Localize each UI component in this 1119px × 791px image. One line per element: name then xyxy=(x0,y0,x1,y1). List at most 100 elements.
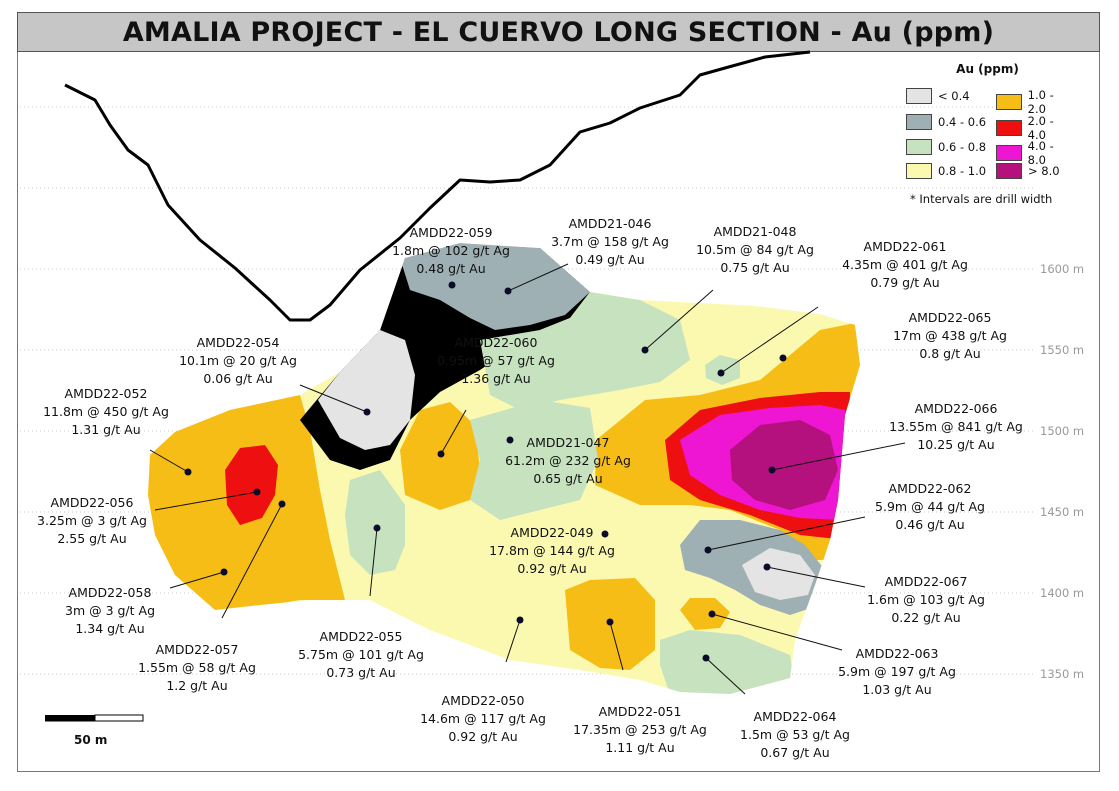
elevation-label: 1400 m xyxy=(1040,586,1085,600)
drill-hole-label: AMDD22-059 1.8m @ 102 g/t Ag 0.48 g/t Au xyxy=(392,224,510,278)
legend-item: < 0.4 xyxy=(906,88,970,104)
drill-hole-label: AMDD22-058 3m @ 3 g/t Ag 1.34 g/t Au xyxy=(65,584,155,638)
map-title: AMALIA PROJECT - EL CUERVO LONG SECTION … xyxy=(122,16,995,48)
hole-au: 10.25 g/t Au xyxy=(917,437,995,452)
drill-hole-dot xyxy=(437,450,445,458)
hole-au: 0.75 g/t Au xyxy=(720,260,790,275)
hole-id: AMDD22-057 xyxy=(155,642,239,657)
hole-interval: 5.9m @ 44 g/t Ag xyxy=(875,499,985,514)
drill-hole-label: AMDD22-054 10.1m @ 20 g/t Ag 0.06 g/t Au xyxy=(179,334,297,388)
hole-au: 0.79 g/t Au xyxy=(870,275,940,290)
legend-label: 0.6 - 0.8 xyxy=(938,140,987,154)
hole-interval: 1.55m @ 58 g/t Ag xyxy=(138,660,256,675)
hole-au: 0.06 g/t Au xyxy=(203,371,273,386)
leader-line xyxy=(505,619,521,663)
drill-hole-dot xyxy=(363,408,371,416)
hole-interval: 3.7m @ 158 g/t Ag xyxy=(551,234,669,249)
hole-id: AMDD21-046 xyxy=(568,216,652,231)
leader-line xyxy=(771,442,906,471)
hole-au: 2.55 g/t Au xyxy=(57,531,127,546)
elevation-label: 1600 m xyxy=(1040,262,1085,276)
hole-interval: 5.9m @ 197 g/t Ag xyxy=(838,664,956,679)
hole-id: AMDD22-060 xyxy=(454,335,538,350)
hole-id: AMDD22-054 xyxy=(196,335,280,350)
elevation-label: 1550 m xyxy=(1040,343,1085,357)
drill-hole-label: AMDD22-056 3.25m @ 3 g/t Ag 2.55 g/t Au xyxy=(37,494,147,548)
leader-line xyxy=(221,503,283,619)
hole-au: 1.31 g/t Au xyxy=(71,422,141,437)
hole-au: 0.65 g/t Au xyxy=(533,471,603,486)
hole-au: 0.67 g/t Au xyxy=(760,745,830,760)
drill-hole-markers xyxy=(149,263,906,695)
drill-hole-dot xyxy=(702,654,710,662)
leader-line xyxy=(644,289,714,351)
drill-hole-dot xyxy=(184,468,192,476)
hole-id: AMDD22-049 xyxy=(510,525,594,540)
drill-hole-dot xyxy=(601,530,609,538)
hole-interval: 1.6m @ 103 g/t Ag xyxy=(867,592,985,607)
hole-id: AMDD22-055 xyxy=(319,629,403,644)
drill-hole-label: AMDD21-047 61.2m @ 232 g/t Ag 0.65 g/t A… xyxy=(505,434,631,488)
drill-hole-dot xyxy=(708,610,716,618)
hole-au: 0.92 g/t Au xyxy=(448,729,518,744)
hole-id: AMDD22-066 xyxy=(914,401,998,416)
hole-au: 0.22 g/t Au xyxy=(891,610,961,625)
hole-interval: 17.8m @ 144 g/t Ag xyxy=(489,543,615,558)
hole-au: 0.46 g/t Au xyxy=(895,517,965,532)
hole-au: 1.2 g/t Au xyxy=(166,678,228,693)
hole-id: AMDD22-050 xyxy=(441,693,525,708)
legend-item: 0.6 - 0.8 xyxy=(906,139,986,155)
hole-id: AMDD22-059 xyxy=(409,225,493,240)
drill-hole-dot xyxy=(763,563,771,571)
hole-au: 1.34 g/t Au xyxy=(75,621,145,636)
legend-item: 2.0 - 4.0 xyxy=(996,114,1075,142)
hole-interval: 0.95m @ 57 g/t Ag xyxy=(437,353,555,368)
legend-swatch xyxy=(906,88,932,104)
leader-line xyxy=(707,516,866,551)
drill-hole-label: AMDD22-055 5.75m @ 101 g/t Ag 0.73 g/t A… xyxy=(298,628,424,682)
hole-id: AMDD22-058 xyxy=(68,585,152,600)
drill-hole-label: AMDD22-065 17m @ 438 g/t Ag 0.8 g/t Au xyxy=(893,309,1007,363)
grade-model xyxy=(148,243,860,694)
hole-id: AMDD22-064 xyxy=(753,709,837,724)
drill-hole-label: AMDD22-066 13.55m @ 841 g/t Ag 10.25 g/t… xyxy=(889,400,1023,454)
hole-interval: 10.5m @ 84 g/t Ag xyxy=(696,242,814,257)
drill-hole-label: AMDD22-050 14.6m @ 117 g/t Ag 0.92 g/t A… xyxy=(420,692,546,746)
hole-au: 0.49 g/t Au xyxy=(575,252,645,267)
drill-hole-dot xyxy=(704,546,712,554)
legend-swatch xyxy=(906,163,932,179)
hole-interval: 1.8m @ 102 g/t Ag xyxy=(392,243,510,258)
hole-interval: 4.35m @ 401 g/t Ag xyxy=(842,257,968,272)
hole-au: 1.03 g/t Au xyxy=(862,682,932,697)
legend-label: 4.0 - 8.0 xyxy=(1027,139,1054,167)
hole-interval: 13.55m @ 841 g/t Ag xyxy=(889,419,1023,434)
leader-line xyxy=(711,613,843,651)
drill-hole-dot xyxy=(768,466,776,474)
hole-id: AMDD22-062 xyxy=(888,481,972,496)
leader-line xyxy=(440,409,467,455)
drill-hole-dot xyxy=(516,616,524,624)
drill-hole-dot xyxy=(504,287,512,295)
legend-item: 1.0 - 2.0 xyxy=(996,88,1075,116)
leader-line xyxy=(369,527,378,597)
hole-au: 1.36 g/t Au xyxy=(461,371,531,386)
hole-interval: 5.75m @ 101 g/t Ag xyxy=(298,647,424,662)
legend-item: 0.8 - 1.0 xyxy=(906,163,986,179)
hole-interval: 1.5m @ 53 g/t Ag xyxy=(740,727,850,742)
drill-hole-label: AMDD22-057 1.55m @ 58 g/t Ag 1.2 g/t Au xyxy=(138,641,256,695)
hole-au: 0.8 g/t Au xyxy=(919,346,981,361)
hole-au: 1.11 g/t Au xyxy=(605,740,675,755)
hole-id: AMDD22-061 xyxy=(863,239,947,254)
hole-id: AMDD22-056 xyxy=(50,495,134,510)
elevation-label: 1350 m xyxy=(1040,667,1085,681)
legend-label: < 0.4 xyxy=(938,89,970,103)
drill-hole-label: AMDD22-063 5.9m @ 197 g/t Ag 1.03 g/t Au xyxy=(838,645,956,699)
legend-swatch xyxy=(996,163,1022,179)
hole-id: AMDD22-051 xyxy=(598,704,682,719)
leader-line xyxy=(766,566,866,588)
hole-interval: 14.6m @ 117 g/t Ag xyxy=(420,711,546,726)
drill-hole-label: AMDD22-051 17.35m @ 253 g/t Ag 1.11 g/t … xyxy=(573,703,707,757)
drill-hole-label: AMDD22-062 5.9m @ 44 g/t Ag 0.46 g/t Au xyxy=(875,480,985,534)
leader-line xyxy=(299,384,368,413)
